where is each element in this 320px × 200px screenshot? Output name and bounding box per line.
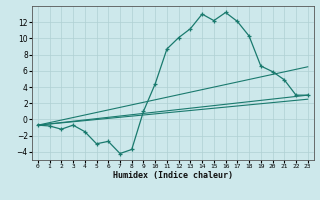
X-axis label: Humidex (Indice chaleur): Humidex (Indice chaleur) — [113, 171, 233, 180]
